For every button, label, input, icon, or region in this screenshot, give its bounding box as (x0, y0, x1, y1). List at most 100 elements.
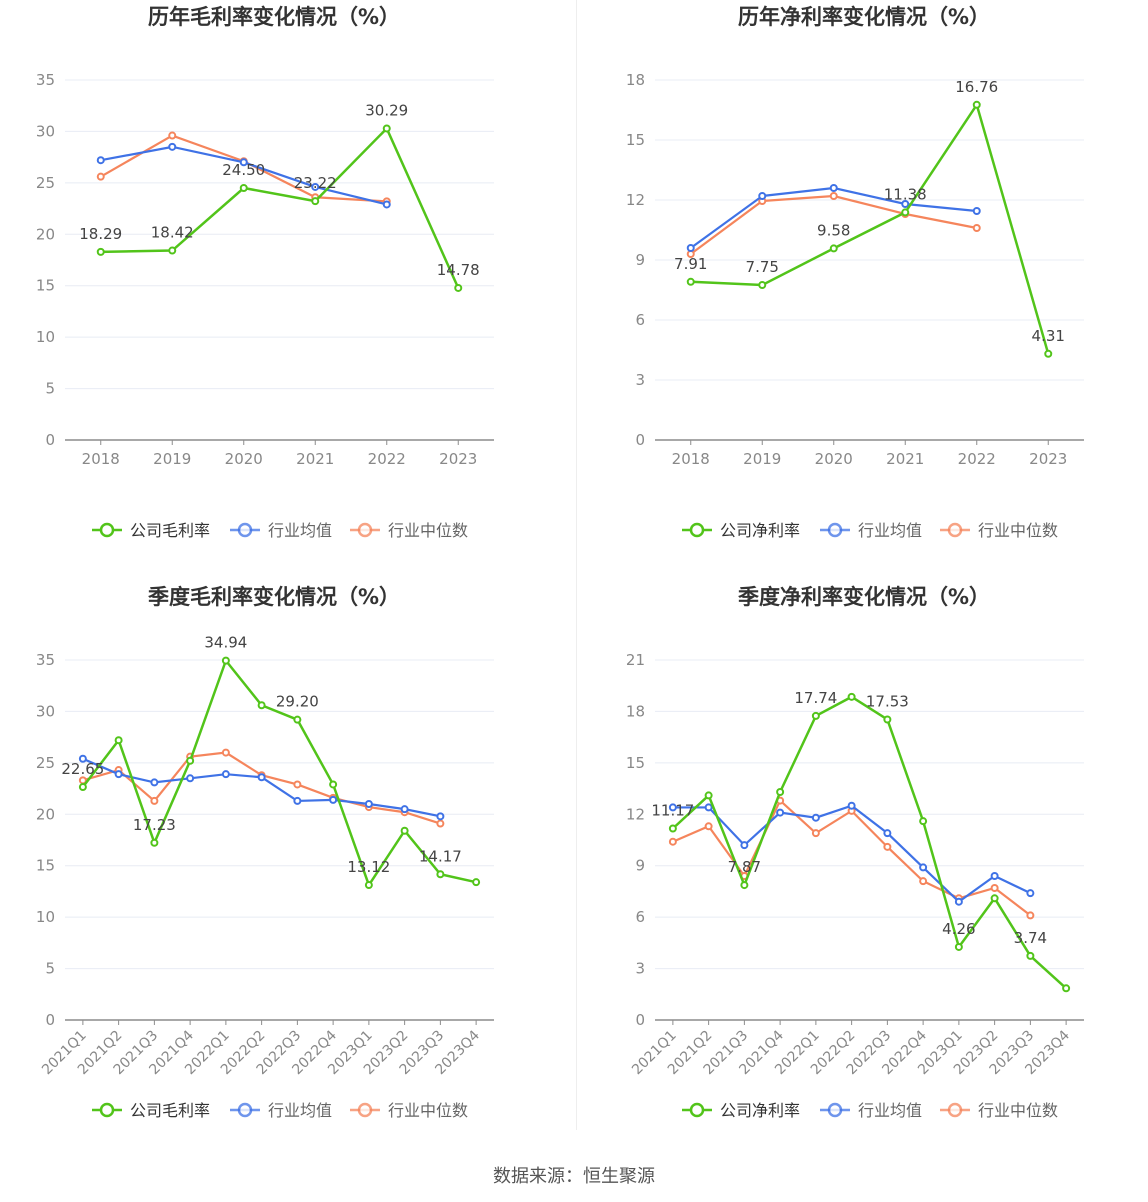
legend-label: 公司毛利率 (130, 1101, 210, 1120)
data-point (1062, 984, 1071, 993)
data-label: 14.78 (437, 261, 480, 279)
legend-label: 行业中位数 (388, 1101, 468, 1120)
series-line (672, 695, 1067, 990)
data-point (96, 172, 105, 181)
legend-swatch-marker (947, 1102, 963, 1118)
data-point (382, 124, 391, 133)
series-line (672, 798, 1032, 917)
chart-svg: 历年净利率变化情况（%） 0 3 6 9 12 15 18 2018 2019 2020 2021 20… (626, 5, 1084, 540)
data-point (668, 803, 677, 812)
data-point (972, 100, 981, 109)
y-tick-label: 15 (36, 277, 55, 295)
data-point (364, 881, 373, 890)
series-line (672, 804, 1031, 904)
legend-swatch-marker (947, 522, 963, 538)
data-point (186, 774, 195, 783)
data-point (990, 894, 999, 903)
data-point (758, 281, 767, 289)
data-label: 30.29 (365, 101, 408, 119)
data-point (364, 800, 373, 808)
y-tick-label: 5 (45, 380, 55, 398)
data-point (811, 829, 820, 838)
data-label: 23.22 (294, 174, 337, 192)
y-tick-label: 3 (635, 371, 645, 389)
y-tick-label: 35 (36, 651, 55, 669)
y-tick-label: 0 (635, 1011, 645, 1029)
data-point (382, 200, 391, 209)
legend-item: 公司毛利率 (92, 521, 210, 540)
data-point (186, 756, 195, 765)
series-line (100, 126, 460, 289)
data-label: 7.75 (746, 258, 779, 276)
legend-label: 公司净利率 (720, 521, 800, 540)
data-label: 14.17 (419, 847, 462, 865)
data-point (257, 701, 266, 710)
data-point (400, 805, 409, 814)
chart-title: 季度毛利率变化情况（%） (148, 585, 400, 609)
data-point (329, 780, 338, 789)
quarterly-gross-margin-chart: 季度毛利率变化情况（%） 0 5 10 15 20 25 30 35 2021Q1 2021Q2 20… (0, 580, 574, 1150)
data-point (400, 826, 409, 835)
data-point (472, 878, 481, 887)
x-tick-label: 2022 (368, 450, 406, 468)
legend-swatch-marker (827, 1102, 843, 1118)
legend-swatch-marker (237, 522, 253, 538)
data-point (1026, 911, 1035, 920)
y-tick-label: 10 (36, 908, 55, 926)
data-point (847, 801, 856, 810)
data-label: 4.26 (942, 920, 975, 938)
data-label: 17.23 (133, 816, 176, 834)
data-point (668, 824, 677, 833)
y-tick-label: 6 (635, 311, 645, 329)
data-point (293, 715, 302, 724)
data-label: 22.65 (61, 760, 104, 778)
data-point (990, 872, 999, 880)
data-point (114, 770, 123, 779)
data-label: 9.58 (817, 221, 850, 239)
annual-gross-margin-chart: 历年毛利率变化情况（%） 0 5 10 15 20 25 30 35 2018 2019 2020 20… (0, 0, 574, 570)
data-point (972, 207, 981, 215)
legend-swatch-marker (99, 522, 115, 538)
data-point (168, 131, 177, 140)
legend-label: 行业均值 (858, 521, 922, 540)
data-label: 7.87 (728, 858, 761, 876)
data-point (150, 838, 159, 847)
data-point (221, 656, 230, 665)
data-point (436, 812, 445, 821)
data-point (686, 244, 695, 252)
data-point (1026, 889, 1035, 898)
legend-swatch-marker (689, 1102, 705, 1118)
x-tick-label: 2023 (1029, 450, 1067, 468)
data-point (990, 884, 999, 892)
y-tick-label: 9 (635, 251, 645, 269)
y-tick-label: 20 (36, 225, 55, 243)
y-tick-label: 9 (635, 857, 645, 875)
data-point (919, 877, 928, 886)
chart-title: 历年毛利率变化情况（%） (148, 5, 400, 29)
data-label: 17.74 (794, 689, 837, 707)
data-point (686, 277, 695, 286)
x-tick-label: 2018 (672, 450, 710, 468)
y-tick-label: 30 (36, 122, 55, 140)
data-label: 13.12 (347, 858, 390, 876)
data-point (829, 184, 838, 192)
data-point (329, 795, 338, 804)
y-tick-label: 25 (36, 754, 55, 772)
legend-label: 公司毛利率 (130, 521, 210, 540)
chart-svg: 季度毛利率变化情况（%）051015202530352021Q12021Q220… (36, 585, 494, 1120)
y-tick-label: 3 (635, 960, 645, 978)
x-tick-label: 2023 (439, 450, 477, 468)
data-point (919, 863, 928, 872)
data-point (740, 841, 749, 850)
series-line (690, 101, 1050, 355)
legend-item: 行业均值 (820, 521, 922, 540)
data-point (239, 184, 248, 192)
data-point (758, 192, 767, 200)
y-tick-label: 20 (36, 805, 55, 823)
legend-swatch-marker (237, 1102, 253, 1118)
y-tick-label: 15 (36, 857, 55, 875)
data-point (776, 808, 785, 817)
y-tick-label: 0 (45, 1011, 55, 1029)
data-point (293, 780, 302, 789)
legend-item: 公司净利率 (682, 521, 800, 540)
